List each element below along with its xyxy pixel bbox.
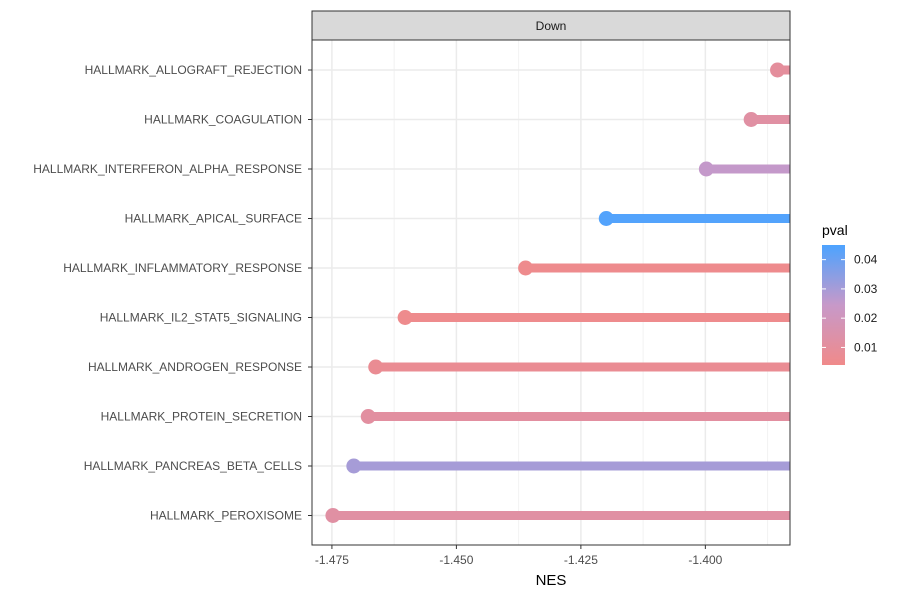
- facet-strip-label: Down: [536, 19, 567, 33]
- lollipop-points: [325, 62, 786, 523]
- plot-panel: [311, 39, 791, 546]
- lollipop-point: [360, 409, 376, 424]
- y-tick-label: HALLMARK_PANCREAS_BETA_CELLS: [84, 459, 302, 473]
- legend-tick-label: 0.04: [854, 253, 878, 267]
- y-axis: HALLMARK_ALLOGRAFT_REJECTION HALLMARK_COA…: [33, 63, 312, 523]
- y-tick-label: HALLMARK_ALLOGRAFT_REJECTION: [85, 63, 302, 77]
- lollipop-point: [518, 260, 534, 276]
- x-tick-label: -1.400: [688, 553, 722, 567]
- lollipop-point: [325, 508, 341, 523]
- y-tick-label: HALLMARK_IL2_STAT5_SIGNALING: [100, 311, 302, 325]
- x-tick-label: -1.475: [315, 553, 349, 567]
- x-tick-label: -1.450: [439, 553, 473, 567]
- lollipop-point: [770, 62, 786, 78]
- lollipop-point: [698, 161, 714, 177]
- color-legend: pval 0.01 0.02 0.03 0.04: [822, 222, 878, 365]
- lollipop-point: [368, 359, 384, 375]
- y-tick-label: HALLMARK_PEROXISOME: [150, 509, 302, 523]
- facet-strip: [311, 10, 791, 41]
- legend-title: pval: [822, 222, 848, 238]
- y-tick-label: HALLMARK_COAGULATION: [144, 113, 302, 127]
- legend-colorbar: [822, 245, 845, 365]
- x-tick-label: -1.425: [564, 553, 598, 567]
- y-tick-label: HALLMARK_PROTEIN_SECRETION: [101, 410, 302, 424]
- lollipop-point: [598, 211, 614, 226]
- y-tick-label: HALLMARK_APICAL_SURFACE: [125, 212, 302, 226]
- x-axis-title: NES: [536, 572, 567, 589]
- lollipop-point: [346, 458, 362, 474]
- y-tick-label: HALLMARK_ANDROGEN_RESPONSE: [88, 360, 302, 374]
- legend-tick-label: 0.02: [854, 311, 878, 325]
- legend-ticks: 0.01 0.02 0.03 0.04: [822, 253, 878, 354]
- lollipop-point: [397, 310, 413, 325]
- x-axis: -1.475 -1.450 -1.425 -1.400: [315, 545, 723, 567]
- y-tick-label: HALLMARK_INFLAMMATORY_RESPONSE: [63, 261, 302, 275]
- legend-tick-label: 0.01: [854, 340, 878, 354]
- legend-tick-label: 0.03: [854, 282, 878, 296]
- y-tick-label: HALLMARK_INTERFERON_ALPHA_RESPONSE: [33, 162, 302, 176]
- lollipop-point: [743, 112, 759, 127]
- lollipop-segments: [332, 65, 790, 520]
